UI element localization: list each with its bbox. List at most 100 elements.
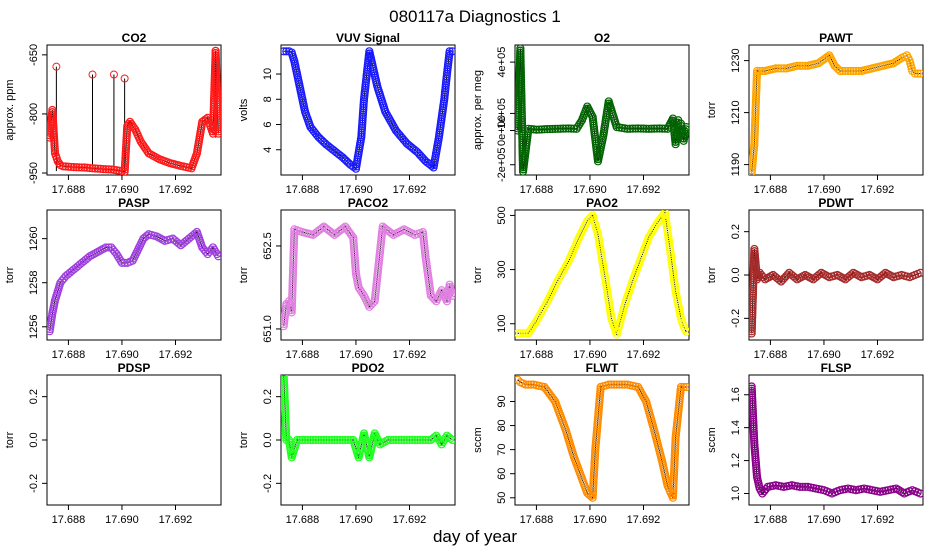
x-tick-label: 17.690 [807, 514, 841, 526]
y-axis-label: volts [238, 98, 250, 121]
series-line [517, 379, 687, 499]
panel-title: PDWT [818, 196, 854, 210]
data-point [916, 69, 923, 78]
data-point [88, 164, 97, 173]
data-point [891, 57, 900, 67]
x-tick-label: 17.692 [627, 514, 661, 526]
data-point [841, 66, 850, 76]
data-point [617, 380, 627, 389]
y-axis-label: torr [472, 266, 484, 283]
plot-data [749, 51, 923, 175]
data-point [838, 66, 847, 76]
plot-data [749, 382, 923, 498]
data-point [96, 164, 105, 173]
x-tick-label: 17.688 [52, 184, 86, 196]
y-tick-label: 0.0 [730, 267, 742, 282]
y-axis-label: sccm [706, 427, 718, 453]
data-point [339, 223, 348, 233]
data-point [532, 125, 541, 134]
data-point [292, 435, 302, 445]
y-tick-label: 0.2 [730, 224, 742, 239]
data-point [397, 435, 406, 445]
plot-data [281, 47, 455, 173]
x-tick-label: 17.688 [520, 349, 554, 361]
data-point [655, 124, 664, 133]
x-tick-label: 17.692 [159, 184, 193, 196]
y-tick-label: 1.4 [730, 420, 742, 435]
data-point [295, 435, 304, 445]
data-point [338, 435, 347, 445]
data-point [80, 163, 89, 172]
data-point [325, 435, 334, 445]
data-point [910, 69, 920, 78]
x-tick-label: 17.688 [520, 184, 554, 196]
data-point [681, 125, 689, 134]
data-point [405, 435, 414, 445]
x-tick-label: 17.690 [807, 349, 841, 361]
spike-point [120, 74, 129, 83]
y-tick-label: 100 [496, 315, 508, 333]
series-line [49, 231, 219, 332]
data-point [561, 124, 570, 133]
y-tick-label: 1210 [730, 100, 742, 124]
y-tick-label: 1190 [730, 153, 742, 177]
data-point [319, 435, 328, 445]
y-tick-label: -2e+05 [496, 147, 508, 182]
y-tick-label: 1.2 [730, 453, 742, 468]
y-tick-label: 0.0 [262, 432, 274, 447]
data-point [682, 382, 689, 392]
y-tick-label: 0e+00 [496, 115, 508, 146]
x-tick-label: 17.690 [105, 514, 139, 526]
data-point [410, 435, 419, 445]
data-point [437, 440, 446, 449]
data-point [330, 435, 339, 445]
data-point [400, 435, 409, 445]
data-point [314, 435, 323, 445]
data-point [214, 252, 221, 261]
data-point [791, 273, 800, 282]
plot-frame [514, 209, 690, 341]
data-point [174, 239, 183, 248]
x-tick-label: 17.692 [861, 514, 895, 526]
data-point [545, 124, 554, 134]
x-tick-label: 17.690 [339, 349, 373, 361]
x-tick-label: 17.688 [286, 514, 320, 526]
y-tick-label: 651.0 [262, 315, 274, 343]
data-point [795, 482, 804, 491]
data-point [569, 124, 578, 133]
x-tick-label: 17.692 [861, 184, 895, 196]
data-point [556, 124, 565, 133]
x-tick-label: 17.692 [861, 349, 895, 361]
panel-flwt: FLWT sccm 17.688 17.690 17.692 50 60 70 80 90 [472, 361, 690, 526]
data-point [815, 270, 824, 279]
data-point [783, 270, 792, 279]
data-point [120, 258, 129, 267]
data-point [752, 66, 762, 76]
x-tick-label: 17.692 [627, 184, 661, 196]
data-point [214, 125, 221, 134]
data-point [572, 124, 581, 133]
spike-point [109, 70, 118, 79]
data-point [322, 435, 331, 445]
data-point [607, 380, 616, 389]
y-tick-label: 500 [496, 206, 508, 224]
data-point [524, 124, 533, 133]
y-tick-label: 652.5 [262, 232, 274, 260]
data-point [387, 229, 396, 238]
series-line [751, 386, 921, 495]
panel-pdwt: PDWT torr 17.688 17.690 17.692 -0.2 0.0 0.2 [706, 196, 924, 361]
panel-flsp: FLSP sccm 17.688 17.690 17.692 1.0 1.2 1.4 1.6 [706, 361, 924, 526]
plot-data [47, 227, 221, 336]
data-point [85, 163, 94, 173]
data-point [916, 489, 923, 498]
y-tick-label: 8 [262, 96, 274, 102]
y-tick-label: 1.6 [730, 387, 742, 402]
plot-frame [280, 209, 456, 341]
x-tick-label: 17.692 [159, 349, 193, 361]
data-point [879, 270, 888, 279]
data-point [357, 287, 366, 296]
data-point [298, 435, 307, 445]
data-point [534, 125, 544, 134]
panel-title: PDSP [118, 361, 151, 375]
